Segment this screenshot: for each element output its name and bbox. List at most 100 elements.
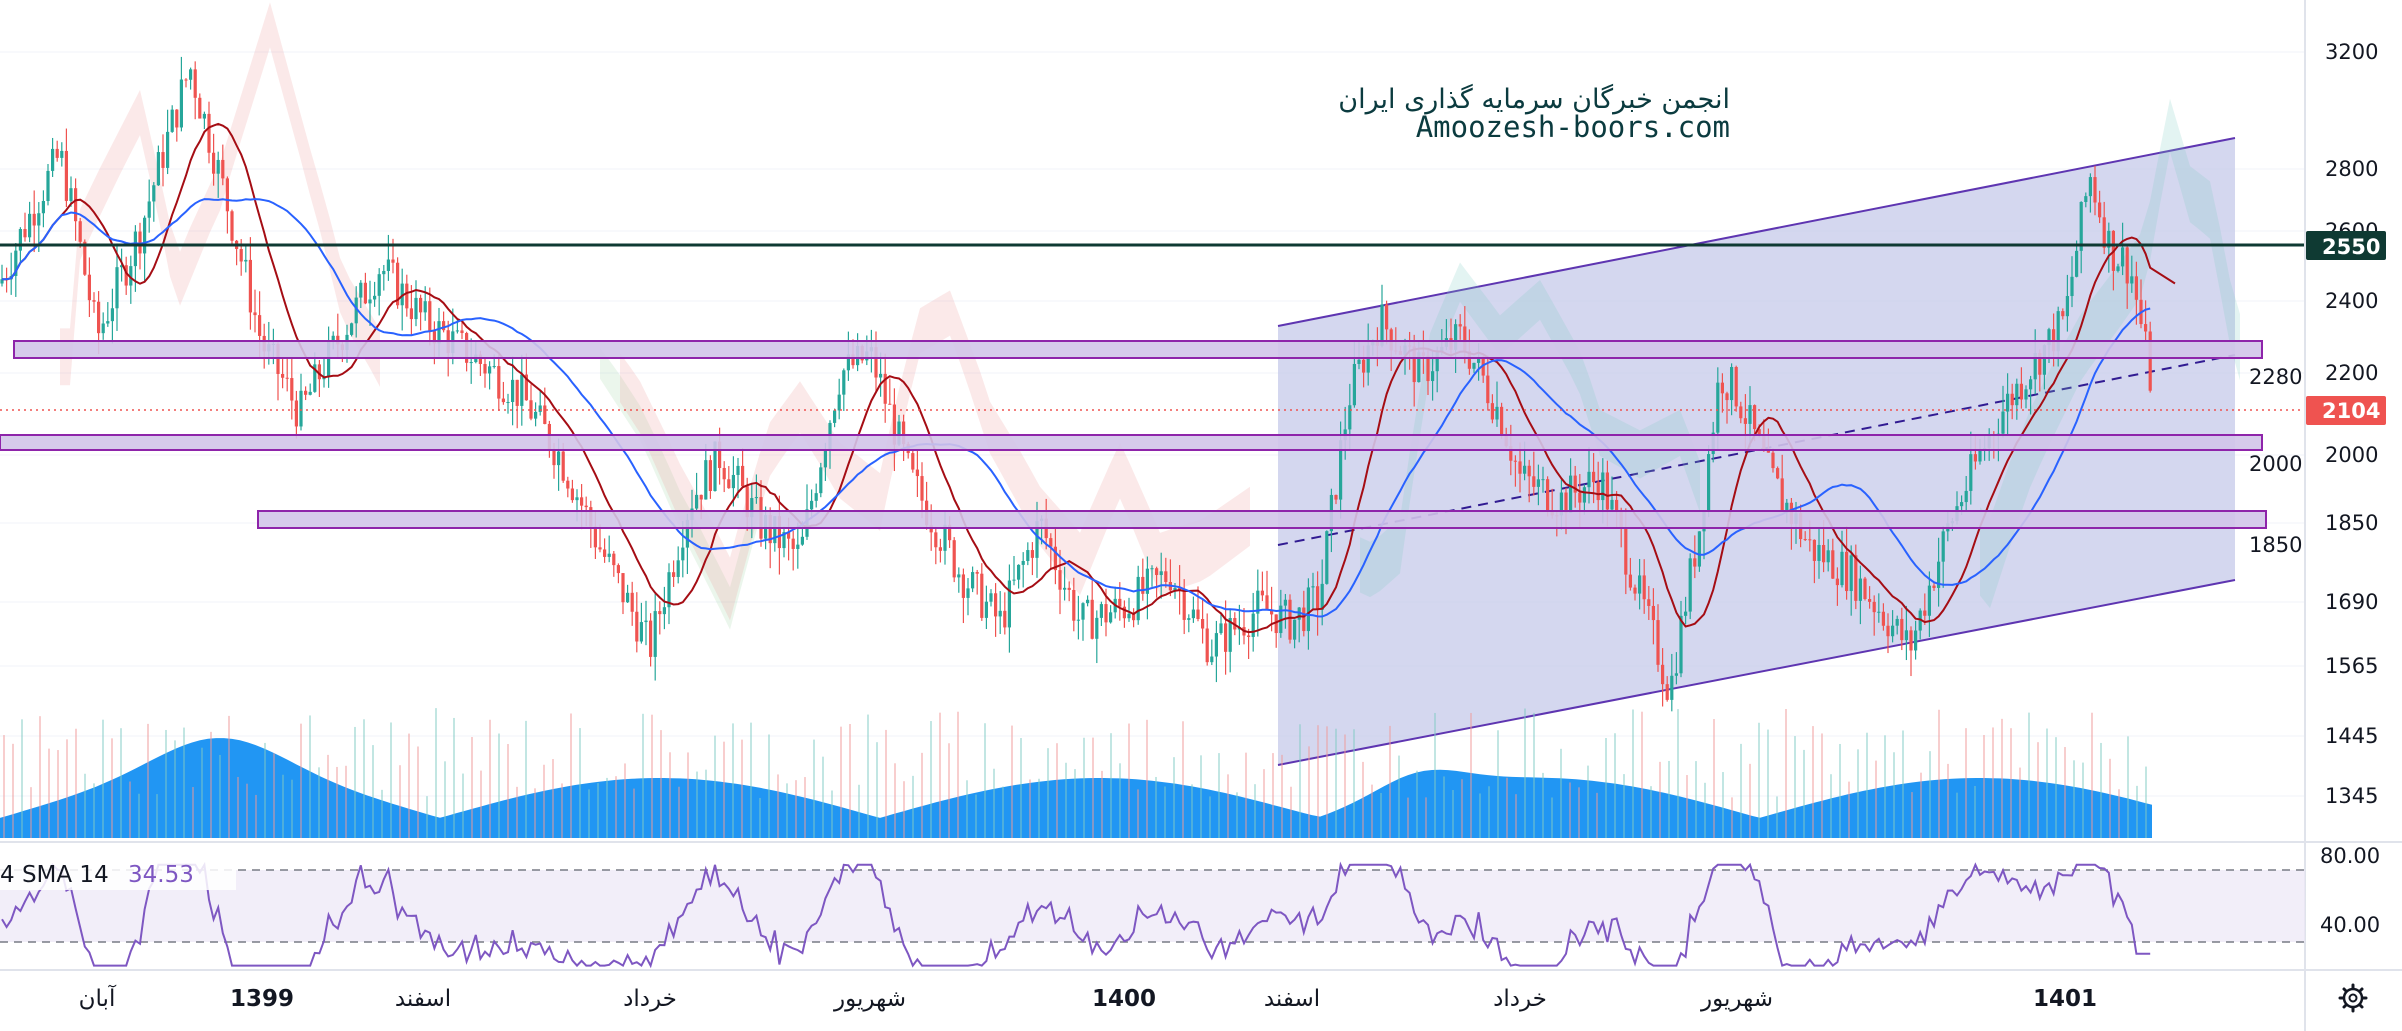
candle-body bbox=[2056, 311, 2060, 352]
candle-body bbox=[308, 391, 312, 395]
candle-body bbox=[1500, 406, 1504, 436]
volume-histogram bbox=[0, 708, 2152, 838]
candle-body bbox=[1086, 599, 1090, 604]
candle-body bbox=[230, 211, 234, 241]
candle-body bbox=[1803, 539, 1807, 541]
candle-body bbox=[1132, 613, 1136, 621]
candle-body bbox=[442, 321, 446, 331]
candle-body bbox=[1753, 405, 1757, 430]
indicator-line bbox=[1, 861, 2151, 969]
zone-2280[interactable] bbox=[13, 340, 2263, 359]
zone-2000[interactable] bbox=[0, 434, 2263, 451]
candle-body bbox=[1159, 571, 1163, 576]
candle-body bbox=[41, 201, 45, 214]
candle-body bbox=[400, 283, 404, 306]
candle-body bbox=[662, 607, 666, 615]
candle-body bbox=[87, 274, 91, 301]
candle-body bbox=[1605, 472, 1609, 510]
candle-body bbox=[1858, 578, 1862, 601]
candle-body bbox=[225, 178, 229, 212]
candle-body bbox=[810, 500, 814, 510]
gear-icon[interactable] bbox=[2338, 983, 2368, 1013]
candle-body bbox=[189, 69, 193, 80]
candle-body bbox=[1642, 575, 1646, 600]
candle-body bbox=[55, 148, 59, 158]
candle-body bbox=[1150, 568, 1154, 570]
candle-body bbox=[957, 574, 961, 578]
indicator-label[interactable]: 4 SMA 14 bbox=[0, 862, 109, 888]
candle-body bbox=[1633, 587, 1637, 594]
candle-body bbox=[1546, 479, 1550, 512]
candle-body bbox=[883, 373, 887, 404]
candle-body bbox=[1904, 630, 1908, 641]
candle-body bbox=[294, 400, 298, 427]
candle-body bbox=[1776, 468, 1780, 479]
candle-body bbox=[281, 373, 285, 378]
volume-area bbox=[0, 738, 2152, 838]
candle-body bbox=[1900, 618, 1904, 641]
candle-body bbox=[129, 266, 133, 286]
candle-body bbox=[1164, 571, 1168, 582]
candle-body bbox=[2125, 247, 2129, 284]
candle-body bbox=[2029, 379, 2033, 390]
zone-1850[interactable] bbox=[257, 510, 2267, 529]
candle-body bbox=[1030, 550, 1034, 558]
candle-body bbox=[800, 536, 804, 545]
candle-body bbox=[874, 347, 878, 378]
candle-body bbox=[1564, 492, 1568, 513]
candle-body bbox=[1486, 375, 1490, 404]
candle-body bbox=[478, 354, 482, 364]
cloud-segment bbox=[620, 290, 1250, 621]
candle-body bbox=[1058, 570, 1062, 590]
candle-body bbox=[984, 601, 988, 618]
candle-body bbox=[1569, 475, 1573, 513]
candle-body bbox=[934, 532, 938, 548]
candle-body bbox=[2130, 276, 2134, 284]
channel-lower-line[interactable] bbox=[1277, 579, 2236, 766]
candle-body bbox=[221, 159, 225, 179]
candle-body bbox=[736, 465, 740, 475]
candle-body bbox=[419, 297, 423, 313]
candle-body bbox=[1656, 620, 1660, 665]
candle-body bbox=[1320, 583, 1324, 610]
candle-body bbox=[483, 363, 487, 374]
candle-body bbox=[460, 330, 464, 334]
candle-body bbox=[1357, 359, 1361, 364]
candle-body bbox=[285, 377, 289, 379]
candle-body bbox=[382, 270, 386, 275]
candle-body bbox=[1173, 588, 1177, 591]
candle-body bbox=[1352, 363, 1356, 406]
channel-upper-line[interactable] bbox=[1277, 137, 2236, 327]
time-axis[interactable]: آبان 1399 اسفند خرداد شهریور 1400 اسفند خرداد شه… bbox=[79, 984, 2097, 1012]
candle-body bbox=[492, 366, 496, 368]
cloud-segment bbox=[60, 2, 380, 387]
candle-body bbox=[607, 553, 611, 557]
candle-body bbox=[1067, 587, 1071, 590]
candle-body bbox=[2116, 266, 2120, 271]
candle-body bbox=[676, 560, 680, 577]
candle-body bbox=[1927, 585, 1931, 616]
price-axis[interactable] bbox=[2305, 0, 2402, 970]
moving-average-slow bbox=[1, 198, 2151, 618]
candle-body bbox=[2107, 230, 2111, 248]
candle-body bbox=[1923, 610, 1927, 616]
candle-body bbox=[814, 493, 818, 501]
candle-body bbox=[649, 620, 653, 657]
candle-body bbox=[1509, 446, 1513, 461]
trend-channel[interactable] bbox=[1278, 138, 2235, 765]
candle-body bbox=[432, 331, 436, 344]
candle-body bbox=[1205, 628, 1209, 663]
candle-body bbox=[902, 421, 906, 445]
candle-body bbox=[566, 480, 570, 489]
candle-body bbox=[386, 259, 390, 271]
candle-body bbox=[488, 366, 492, 374]
candle-body bbox=[1224, 623, 1228, 652]
candle-body bbox=[1559, 492, 1563, 516]
candle-body bbox=[1596, 482, 1600, 501]
candle-body bbox=[1757, 429, 1761, 436]
candle-body bbox=[1592, 471, 1596, 483]
candle-body bbox=[2102, 217, 2106, 248]
candle-body bbox=[1265, 595, 1269, 611]
candle-body bbox=[1601, 472, 1605, 501]
candle-body bbox=[1973, 454, 1977, 462]
